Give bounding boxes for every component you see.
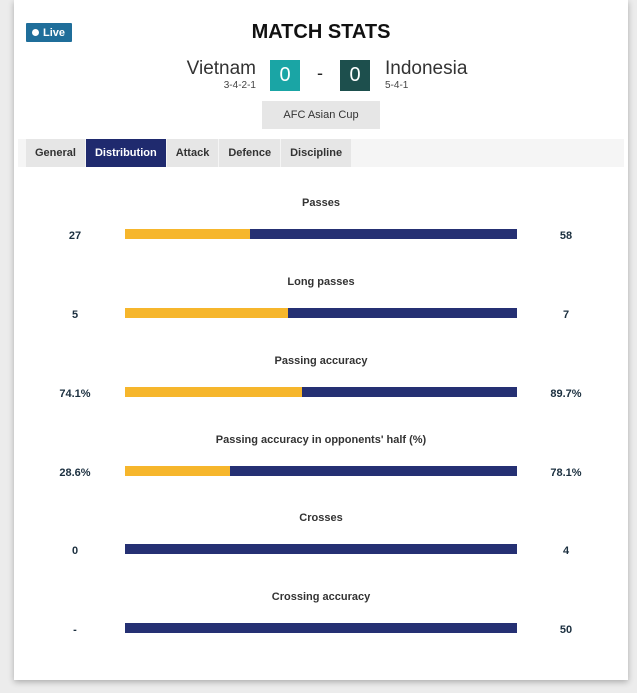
away-team-name: Indonesia: [385, 58, 468, 79]
stat-away-value: 89.7%: [550, 388, 582, 400]
stat-row-passing-accuracy-opp-half: Passing accuracy in opponents' half (%) …: [14, 434, 628, 494]
stat-bar-home-fill: [125, 229, 250, 239]
stat-bar: [125, 229, 517, 239]
home-team-name: Vietnam: [186, 58, 256, 79]
stats-tabs: General Distribution Attack Defence Disc…: [18, 139, 624, 167]
stat-away-value: 50: [559, 624, 573, 636]
stat-label: Passing accuracy in opponents' half (%): [215, 434, 427, 446]
stat-away-value: 58: [559, 230, 573, 242]
stat-home-value: -: [73, 624, 77, 636]
stat-away-value: 7: [562, 309, 570, 321]
stat-bar: [125, 466, 517, 476]
stat-row-crosses: Crosses 0 4: [14, 512, 628, 572]
stat-home-value: 0: [71, 545, 79, 557]
tab-general[interactable]: General: [26, 139, 85, 167]
home-team: Vietnam 3-4-2-1: [186, 58, 256, 92]
stat-bar: [125, 623, 517, 633]
tab-discipline[interactable]: Discipline: [281, 139, 352, 167]
stat-bar-home-fill: [125, 466, 231, 476]
live-label: Live: [43, 26, 66, 39]
home-score: 0: [270, 60, 300, 91]
away-team-formation: 5-4-1: [385, 80, 409, 91]
stat-away-value: 78.1%: [550, 467, 582, 479]
score-separator: -: [317, 63, 323, 83]
stat-home-value: 5: [71, 309, 79, 321]
stat-bar: [125, 387, 517, 397]
live-badge: Live: [26, 23, 73, 42]
stat-bar-home-fill: [125, 308, 289, 318]
away-team: Indonesia 5-4-1: [385, 58, 468, 92]
tab-distribution[interactable]: Distribution: [85, 139, 166, 167]
stat-bar-home-fill: [125, 387, 303, 397]
stat-home-value: 74.1%: [59, 388, 91, 400]
stat-row-passes: Passes 27 58: [14, 197, 628, 257]
stat-label: Crossing accuracy: [271, 591, 371, 603]
home-team-formation: 3-4-2-1: [223, 80, 256, 91]
stat-row-passing-accuracy: Passing accuracy 74.1% 89.7%: [14, 355, 628, 415]
stat-bar: [125, 308, 517, 318]
match-stats-card: Live MATCH STATS Vietnam 3-4-2-1 0 - 0 I…: [14, 0, 628, 680]
stat-row-crossing-accuracy: Crossing accuracy - 50: [14, 591, 628, 651]
page-title: MATCH STATS: [251, 21, 391, 43]
stat-row-long-passes: Long passes 5 7: [14, 276, 628, 336]
stat-bar: [125, 544, 517, 554]
stat-label: Crosses: [299, 512, 343, 524]
stat-label: Passing accuracy: [274, 355, 368, 367]
tab-attack[interactable]: Attack: [166, 139, 219, 167]
stat-home-value: 27: [68, 230, 82, 242]
stat-away-value: 4: [562, 545, 570, 557]
stat-home-value: 28.6%: [59, 467, 91, 479]
away-score: 0: [340, 60, 370, 91]
competition-badge: AFC Asian Cup: [262, 101, 380, 129]
live-dot-icon: [32, 29, 39, 36]
tab-defence[interactable]: Defence: [219, 139, 281, 167]
stat-label: Long passes: [287, 276, 355, 288]
stat-label: Passes: [302, 197, 340, 209]
